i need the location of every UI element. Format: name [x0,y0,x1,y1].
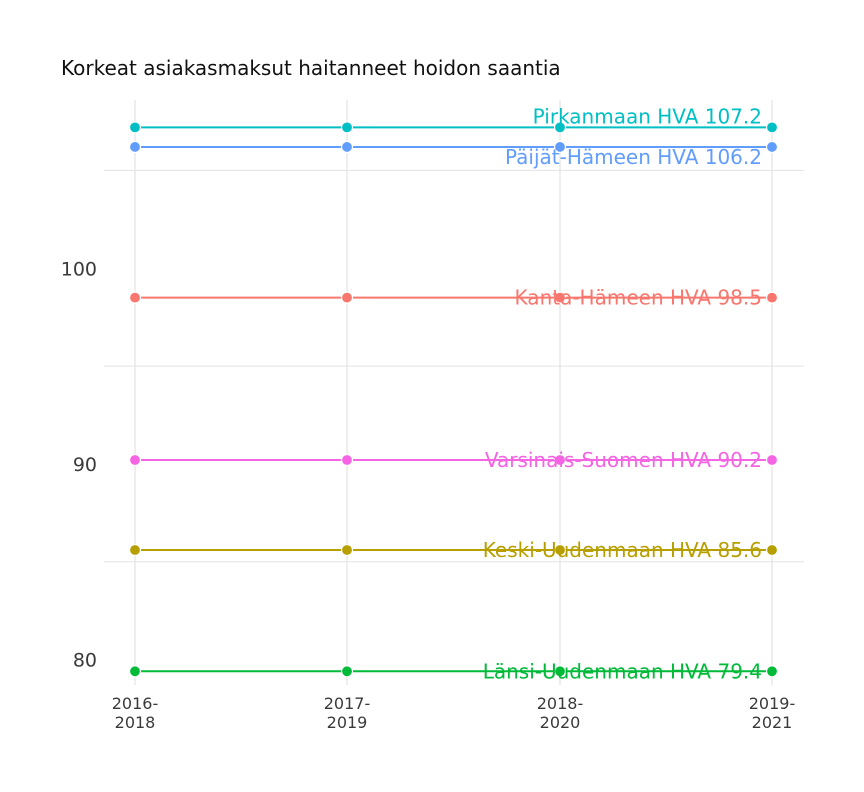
series-pirkanmaan-hva [128,121,779,134]
axes: 80 90 100 2016-2018 2017-2019 2018-2020 2019-2… [61,258,796,732]
data-point [765,121,779,134]
series-end-label: Päijät-Hämeen HVA 106.2 [505,145,762,169]
data-point [340,291,354,304]
data-point [553,291,567,304]
data-point [340,543,354,557]
data-point [340,140,354,154]
data-point [765,453,779,467]
data-point [128,121,142,134]
data-point [340,121,354,134]
series-labels: Pirkanmaan HVA 107.2 Päijät-Hämeen HVA 10… [483,104,762,683]
data-point [340,665,354,678]
y-tick-label: 90 [73,454,97,476]
x-tick-label: 2019-2021 [749,694,796,732]
series-end-label: Kanta-Hämeen HVA 98.5 [515,286,762,310]
data-point [553,665,567,678]
x-tick-label: 2018-2020 [537,694,584,732]
series-end-label: Länsi-Uudenmaan HVA 79.4 [483,659,762,683]
y-tick-label: 100 [61,258,97,280]
data-point [765,665,779,678]
series-kanta-h-meen-hva [128,291,779,304]
data-point [765,140,779,154]
data-point [553,121,567,134]
data-point [553,543,567,557]
data-point [765,543,779,557]
series-end-label: Varsinais-Suomen HVA 90.2 [485,448,762,472]
data-point [128,291,142,304]
data-point [128,665,142,678]
series-varsinais-suomen-hva [128,453,779,467]
series-keski-uudenmaan-hva [128,543,779,557]
series-end-label: Pirkanmaan HVA 107.2 [533,104,762,128]
x-tick-label: 2017-2019 [324,694,371,732]
chart-title: Korkeat asiakasmaksut haitanneet hoidon … [61,56,561,80]
data-point [128,140,142,154]
series-l-nsi-uudenmaan-hva [128,665,779,678]
series-p-ij-t-h-meen-hva [128,140,779,154]
y-tick-label: 80 [73,650,97,672]
series-end-label: Keski-Uudenmaan HVA 85.6 [483,538,762,562]
data-point [128,453,142,467]
data-point [765,291,779,304]
series-layer [128,121,779,678]
x-tick-label: 2016-2018 [112,694,159,732]
data-point [128,543,142,557]
data-point [553,453,567,467]
data-point [340,453,354,467]
data-point [553,140,567,154]
grid [104,100,804,685]
